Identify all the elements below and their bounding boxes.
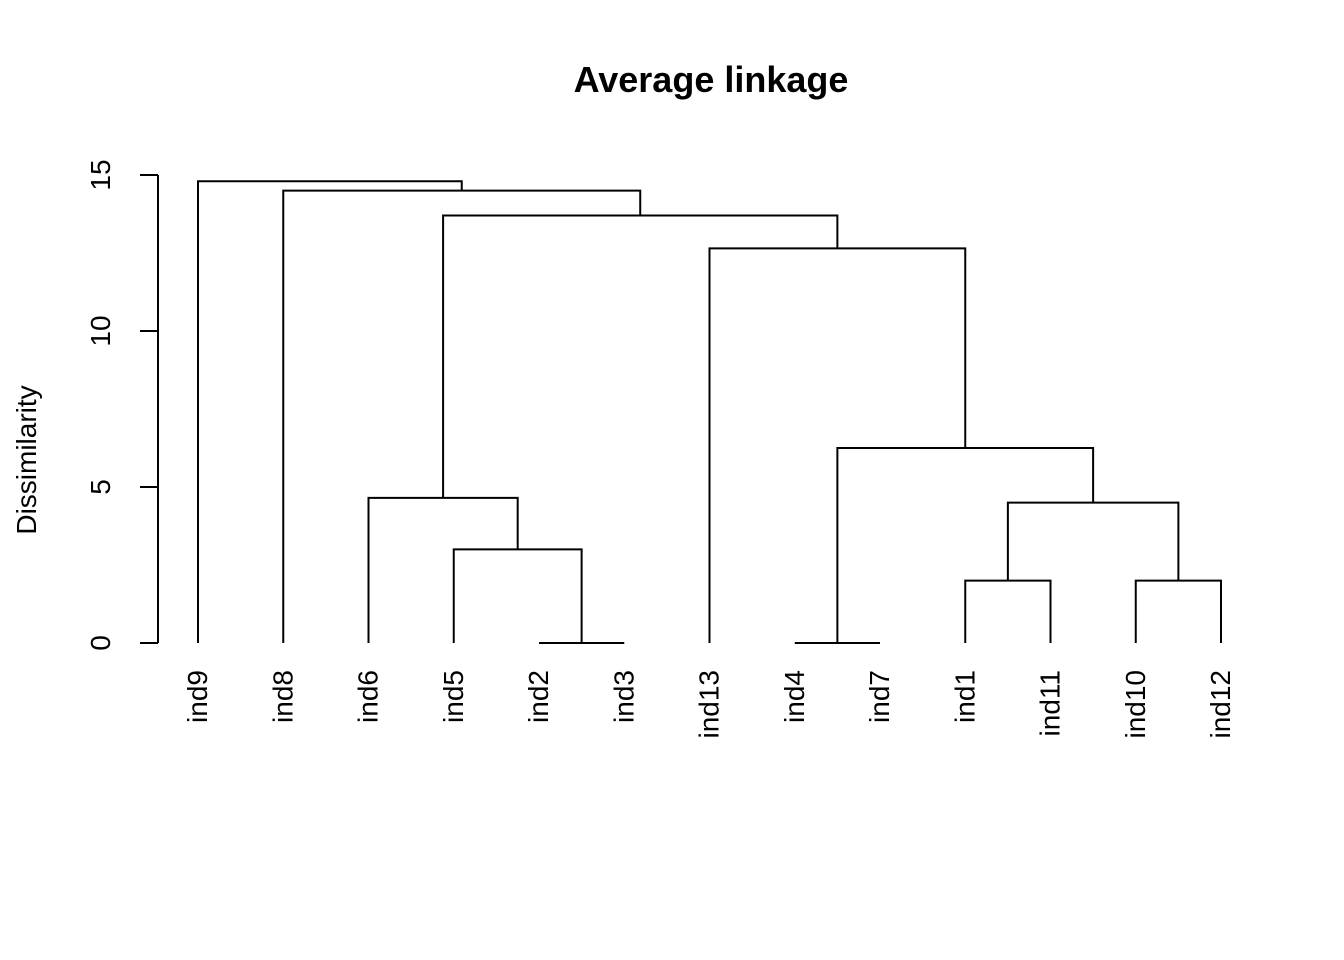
- merge-link: [1134, 579, 1222, 643]
- leaf-label: ind4: [779, 670, 810, 723]
- merge-bracket: [1006, 501, 1180, 581]
- leaf-label: ind5: [438, 670, 469, 723]
- merge-bracket: [442, 214, 839, 498]
- leaf-label: ind9: [182, 670, 213, 723]
- leaf-label: ind3: [608, 670, 639, 723]
- leaf-label: ind6: [353, 670, 384, 723]
- dendrogram-tree: [197, 180, 1222, 644]
- merge-bracket: [1134, 579, 1222, 643]
- chart-title: Average linkage: [574, 59, 849, 100]
- leaf-labels: ind9 ind8 ind6 ind5 ind2 ind3 ind13 ind4 ind7 ind…: [182, 670, 1236, 739]
- merge-bracket: [197, 180, 463, 643]
- merge-link: [452, 548, 583, 643]
- leaf-label: ind12: [1205, 670, 1236, 739]
- merge-bracket: [282, 189, 642, 643]
- merge-link: [367, 496, 519, 643]
- y-axis-label: Dissimilarity: [11, 385, 42, 534]
- y-tick-label: 0: [85, 635, 116, 651]
- merge-bracket: [452, 548, 583, 643]
- y-tick-label: 5: [85, 479, 116, 495]
- merge-link: [442, 214, 839, 498]
- leaf-label: ind1: [949, 670, 980, 723]
- merge-link: [282, 189, 642, 643]
- merge-link: [964, 579, 1052, 643]
- leaf-label: ind10: [1120, 670, 1151, 739]
- merge-bracket: [964, 579, 1052, 643]
- leaf-label: ind7: [864, 670, 895, 723]
- y-axis: 0 5 10 15: [85, 159, 159, 651]
- leaf-label: ind13: [694, 670, 725, 739]
- y-tick-label: 15: [85, 159, 116, 190]
- leaf-label: ind11: [1035, 670, 1066, 736]
- merge-bracket: [367, 496, 519, 643]
- leaf-label: ind2: [523, 670, 554, 723]
- merge-link: [197, 180, 463, 643]
- y-tick-label: 10: [85, 315, 116, 346]
- leaf-label: ind8: [267, 670, 298, 723]
- merge-link: [1006, 501, 1180, 581]
